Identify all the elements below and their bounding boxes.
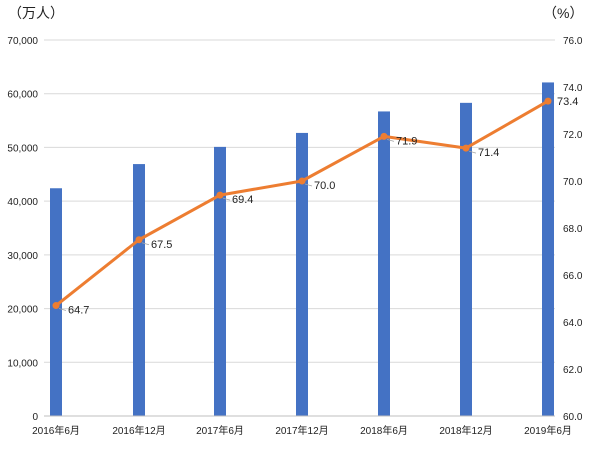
label-leader bbox=[304, 183, 313, 187]
label-leader bbox=[386, 138, 395, 142]
line-series: 64.7 67.5 69.4 70.0 71.9 71.4 73.4 bbox=[52, 96, 578, 317]
data-label: 73.4 bbox=[557, 96, 578, 108]
right-axis-unit: （%） bbox=[543, 5, 583, 21]
right-tick-label: 68.0 bbox=[563, 224, 583, 235]
x-axis: 2016年6月 2016年12月 2017年6月 2017年12月 2018年6月 201… bbox=[32, 415, 572, 437]
left-tick-label: 60,000 bbox=[7, 90, 38, 101]
right-tick-label: 62.0 bbox=[563, 365, 583, 376]
x-tick-label: 2016年6月 bbox=[32, 424, 80, 437]
data-label: 64.7 bbox=[68, 305, 89, 317]
label-leader bbox=[58, 308, 67, 311]
data-label: 67.5 bbox=[151, 239, 172, 251]
right-tick-label: 60.0 bbox=[563, 412, 583, 423]
x-tick-label: 2019年6月 bbox=[524, 424, 572, 437]
x-tick-label: 2017年12月 bbox=[275, 424, 328, 437]
right-tick-label: 76.0 bbox=[563, 36, 583, 47]
line-point bbox=[52, 302, 60, 310]
x-tick-label: 2018年12月 bbox=[439, 424, 492, 437]
right-tick-label: 66.0 bbox=[563, 271, 583, 282]
x-tick-label: 2018年6月 bbox=[360, 424, 408, 437]
bar bbox=[460, 102, 472, 417]
left-tick-label: 30,000 bbox=[7, 251, 38, 262]
left-axis-unit: （万人） bbox=[8, 5, 64, 21]
data-label: 71.4 bbox=[478, 147, 499, 159]
data-label: 71.9 bbox=[396, 135, 417, 147]
line-point bbox=[135, 236, 143, 244]
x-tick-label: 2016年12月 bbox=[112, 424, 165, 437]
bar bbox=[214, 146, 226, 417]
right-tick-label: 72.0 bbox=[563, 130, 583, 141]
right-tick-label: 74.0 bbox=[563, 83, 583, 94]
left-axis: 0 10,000 20,000 30,000 40,000 50,000 60,000 70,… bbox=[7, 36, 38, 423]
label-leader bbox=[141, 242, 150, 246]
line-point bbox=[216, 191, 224, 199]
bar bbox=[296, 132, 308, 416]
data-label: 69.4 bbox=[232, 194, 253, 206]
label-leader bbox=[222, 197, 231, 201]
left-tick-label: 0 bbox=[32, 412, 38, 423]
right-tick-label: 70.0 bbox=[563, 177, 583, 188]
bar bbox=[378, 111, 390, 416]
bar bbox=[542, 82, 554, 416]
line-point bbox=[380, 132, 388, 140]
right-tick-label: 64.0 bbox=[563, 318, 583, 329]
left-tick-label: 50,000 bbox=[7, 143, 38, 154]
line-point bbox=[298, 177, 306, 185]
left-tick-label: 10,000 bbox=[7, 358, 38, 369]
bar-series bbox=[50, 82, 554, 417]
label-leader bbox=[468, 150, 477, 154]
line-point bbox=[544, 97, 552, 105]
right-axis: 60.0 62.0 64.0 66.0 68.0 70.0 72.0 74.0 76.0 bbox=[563, 36, 583, 423]
data-label: 70.0 bbox=[314, 180, 335, 192]
left-tick-label: 40,000 bbox=[7, 197, 38, 208]
left-tick-label: 70,000 bbox=[7, 36, 38, 47]
line-point bbox=[462, 144, 470, 152]
x-tick-label: 2017年6月 bbox=[196, 424, 244, 437]
left-tick-label: 20,000 bbox=[7, 305, 38, 316]
bar bbox=[133, 164, 145, 416]
